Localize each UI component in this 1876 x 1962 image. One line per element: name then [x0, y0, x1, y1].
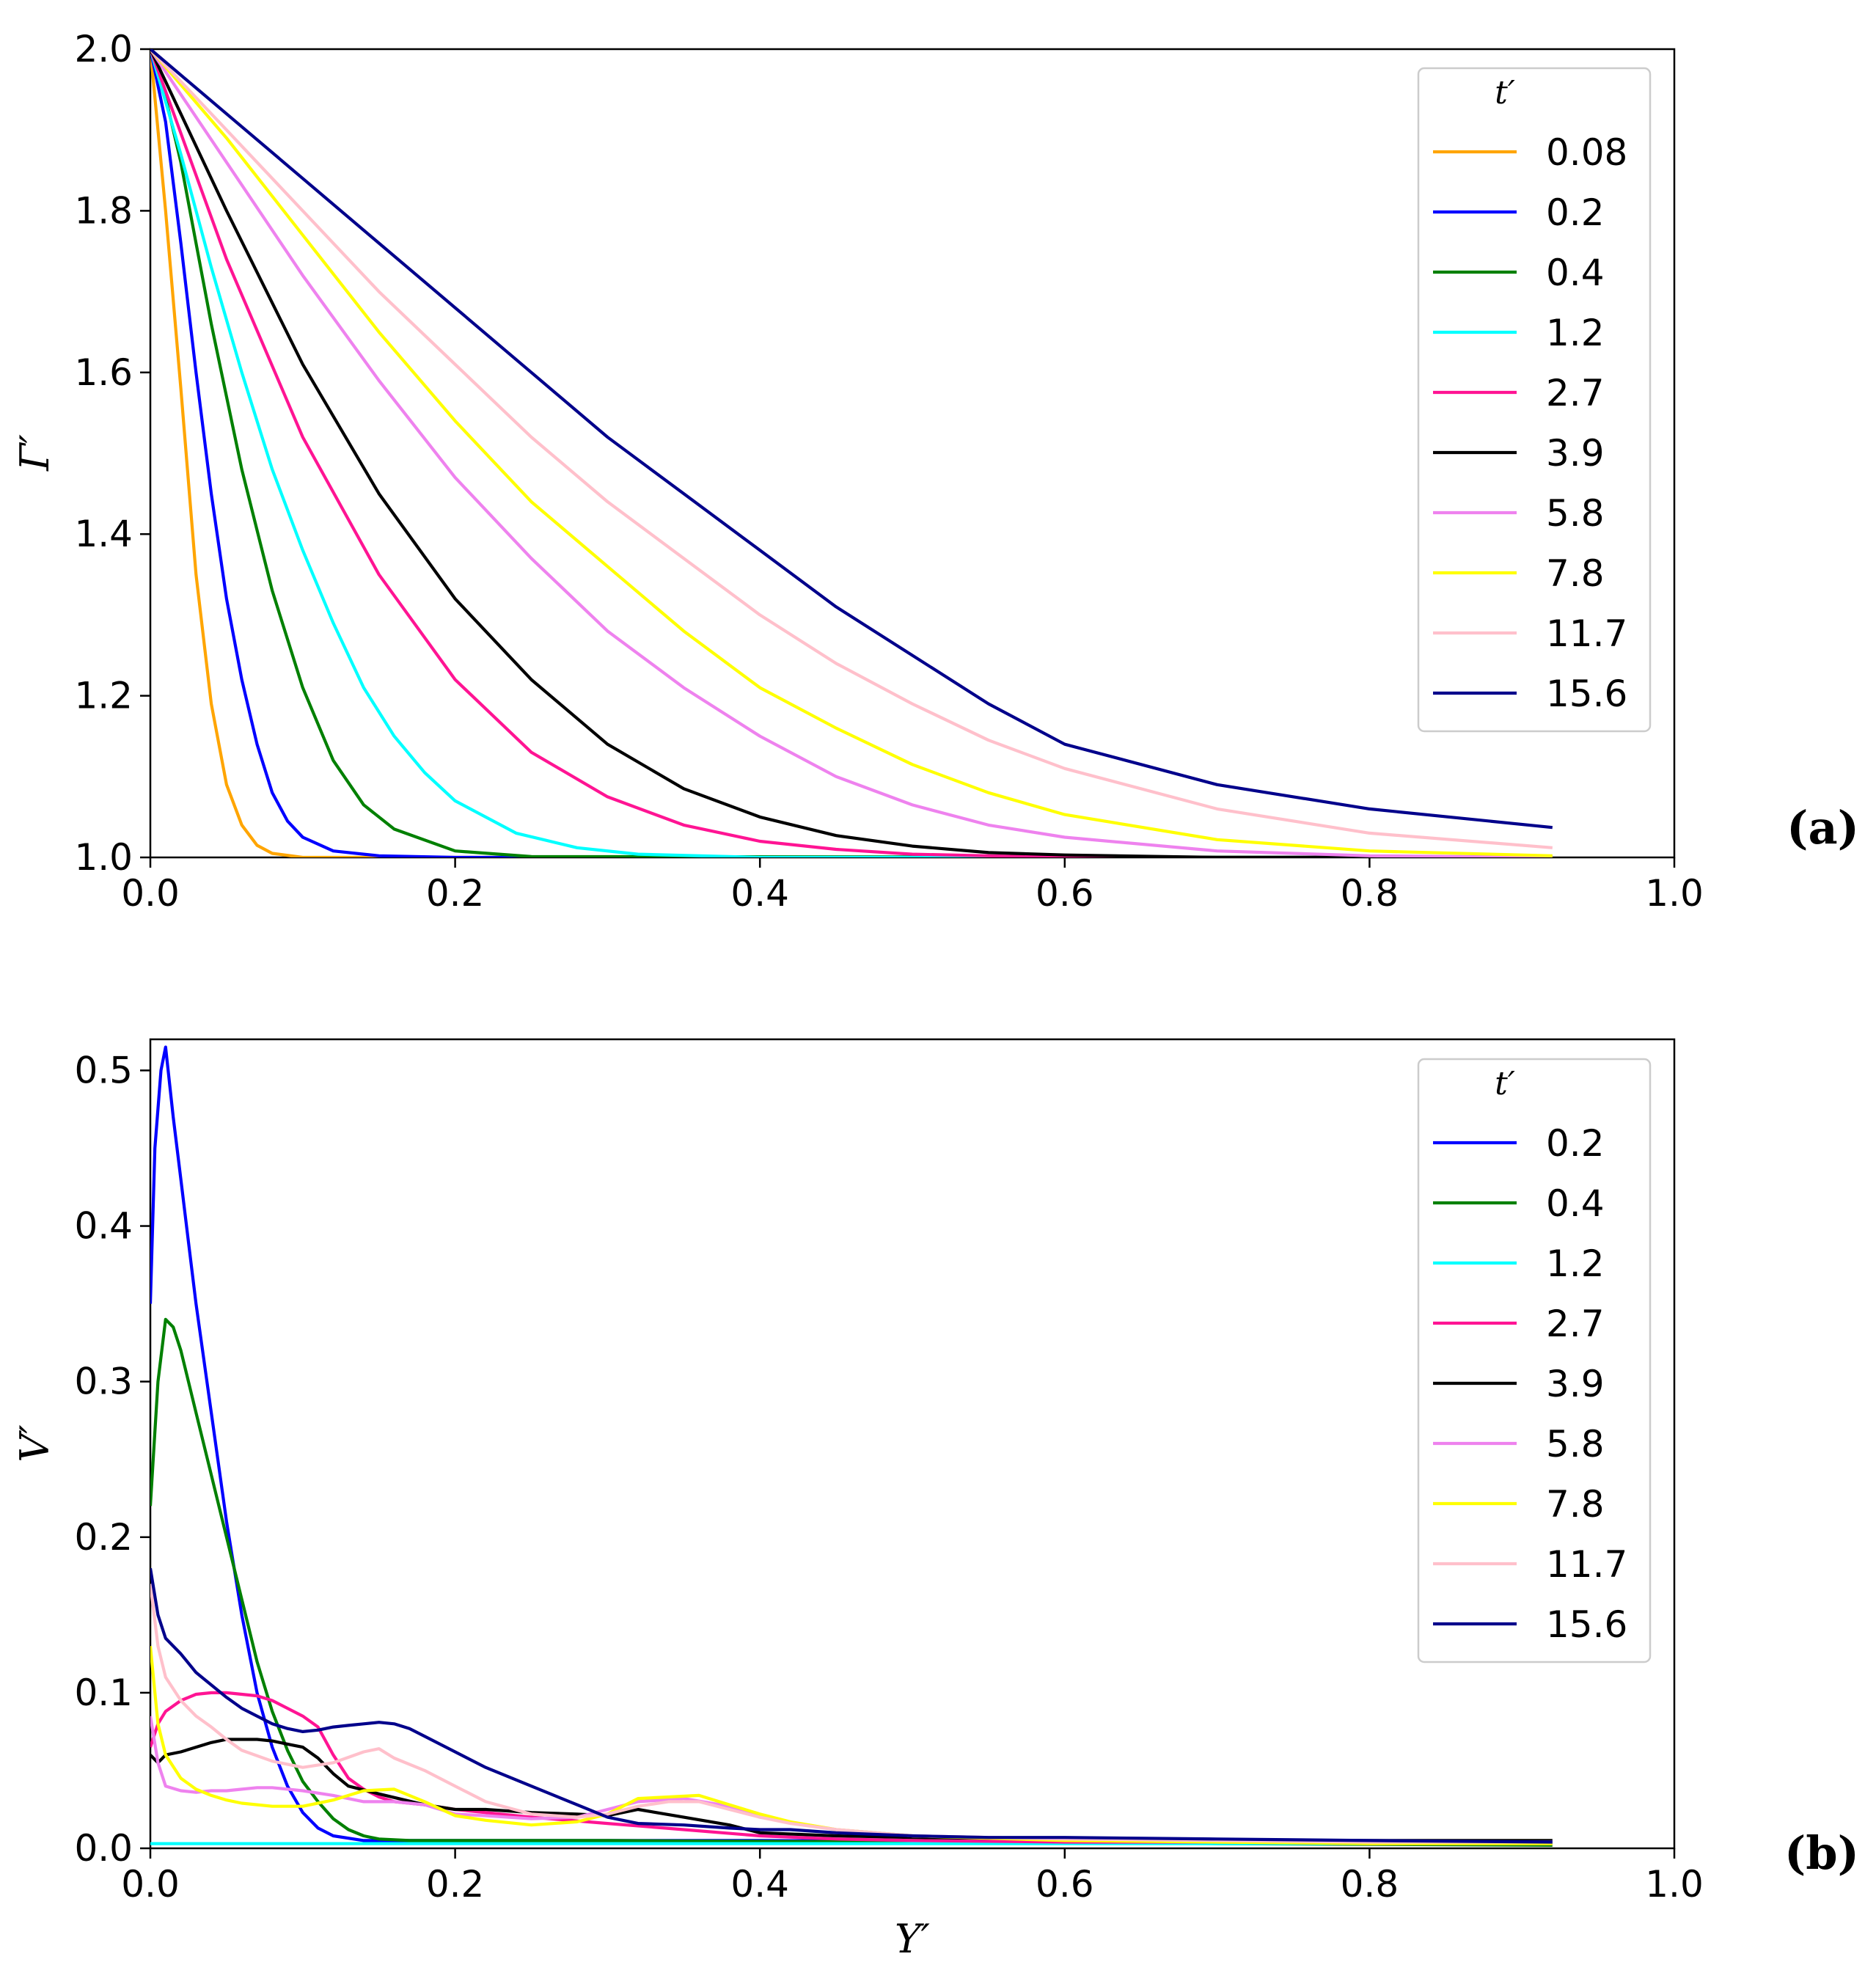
plot-frame — [149, 1038, 1676, 1850]
series-line-3.9 — [150, 49, 1553, 857]
x-tick-label: 0.4 — [730, 872, 789, 915]
legend-label-2.7: 2.7 — [1546, 372, 1605, 414]
x-tick-label: 0.2 — [426, 1863, 485, 1906]
legend-label-0.4: 0.4 — [1546, 252, 1605, 294]
series-line-0.4 — [150, 49, 1553, 857]
series-line-1.2 — [150, 49, 1553, 857]
legend-label-0.4: 0.4 — [1546, 1182, 1605, 1225]
y-tick-label: 2.0 — [74, 28, 133, 70]
legend-title: t′ — [1495, 74, 1515, 111]
x-tick-label: 0.8 — [1341, 1863, 1399, 1906]
legend-label-2.7: 2.7 — [1546, 1303, 1605, 1345]
x-tick-label: 0.8 — [1341, 872, 1399, 915]
y-tick-label: 0.4 — [74, 1205, 133, 1248]
series-line-11.7 — [150, 1584, 1553, 1844]
x-tick-label: 0.0 — [121, 872, 180, 915]
legend-label-11.7: 11.7 — [1546, 612, 1627, 655]
y-tick-label: 1.2 — [74, 675, 133, 717]
legend-label-15.6: 15.6 — [1546, 1603, 1627, 1646]
y-tick-label: 1.0 — [74, 836, 133, 879]
y-tick-label: 0.3 — [74, 1361, 133, 1403]
y-axis-label: V′ — [12, 1424, 58, 1462]
legend-label-5.8: 5.8 — [1546, 492, 1605, 535]
legend-box — [1417, 67, 1652, 733]
x-tick-label: 0.6 — [1036, 872, 1094, 915]
legend-box — [1417, 1058, 1652, 1663]
legend-label-7.8: 7.8 — [1546, 1483, 1605, 1526]
legend-label-0.2: 0.2 — [1546, 1122, 1605, 1165]
legend-label-1.2: 1.2 — [1546, 1242, 1605, 1285]
x-tick-label: 0.6 — [1036, 1863, 1094, 1906]
series-line-2.7 — [150, 1691, 1553, 1845]
y-tick-label: 0.5 — [74, 1049, 133, 1091]
panel-label: (a) — [1787, 801, 1859, 854]
legend-label-3.9: 3.9 — [1546, 1363, 1605, 1405]
x-tick-label: 0.2 — [426, 872, 485, 915]
legend-label-11.7: 11.7 — [1546, 1543, 1627, 1586]
panel-a: 0.0 0.2 0.4 0.6 0.8 1.0 1.0 1.2 1.4 1.6 1.8 2.0 Γ′ t′… — [12, 28, 1859, 915]
series-line-5.8 — [150, 49, 1553, 857]
legend-label-15.6: 15.6 — [1546, 673, 1627, 715]
y-tick-label: 0.0 — [74, 1827, 133, 1870]
series-line-3.9 — [150, 1738, 1553, 1842]
legend-label-1.2: 1.2 — [1546, 312, 1605, 354]
series-line-7.8 — [150, 1646, 1553, 1845]
series-line-5.8 — [150, 1716, 1553, 1844]
series-line-0.2 — [150, 49, 1553, 857]
series-line-15.6 — [150, 1567, 1553, 1844]
x-tick-label: 1.0 — [1645, 872, 1704, 915]
x-axis-label: Y′ — [895, 1916, 930, 1962]
y-axis-label: Γ′ — [12, 434, 58, 472]
x-tick-label: 0.0 — [121, 1863, 180, 1906]
series-line-7.8 — [150, 49, 1553, 857]
y-tick-label: 1.6 — [74, 351, 133, 394]
legend-label-0.08: 0.08 — [1546, 131, 1627, 174]
y-tick-label: 0.2 — [74, 1516, 133, 1559]
legend-label-3.9: 3.9 — [1546, 432, 1605, 475]
x-tick-label: 1.0 — [1645, 1863, 1704, 1906]
panel-label: (b) — [1784, 1826, 1859, 1880]
legend-label-5.8: 5.8 — [1546, 1423, 1605, 1465]
legend-title: t′ — [1495, 1065, 1515, 1102]
y-tick-label: 1.4 — [74, 513, 133, 555]
x-tick-label: 0.4 — [730, 1863, 789, 1906]
series-line-11.7 — [150, 49, 1553, 849]
panel-b: 0.0 0.2 0.4 0.6 0.8 1.0 0.0 0.1 0.2 0.3 0.4 0.5 V′ Y′… — [12, 1038, 1859, 1962]
series-line-2.7 — [150, 49, 1553, 857]
series-line-15.6 — [150, 49, 1553, 830]
series-line-0.4 — [150, 1317, 1553, 1847]
legend-label-7.8: 7.8 — [1546, 552, 1605, 595]
legend-label-0.2: 0.2 — [1546, 191, 1605, 234]
y-tick-label: 0.1 — [74, 1672, 133, 1714]
series-line-0.08 — [150, 49, 1553, 857]
y-tick-label: 1.8 — [74, 189, 133, 232]
